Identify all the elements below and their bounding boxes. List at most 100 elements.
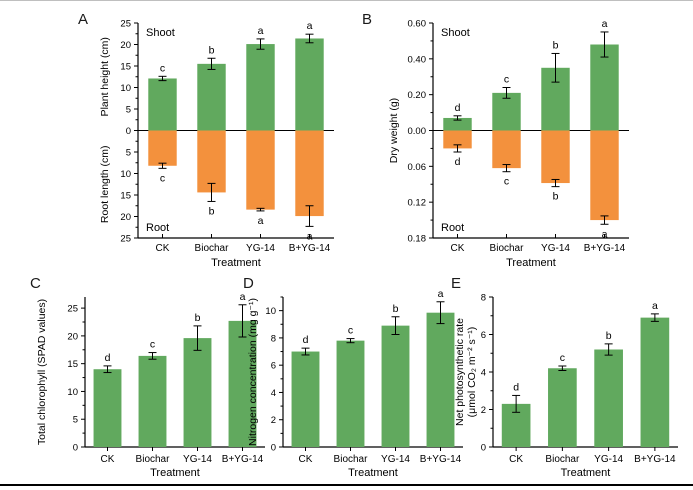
sig-letter: a xyxy=(307,230,313,242)
y-tick-label: 5 xyxy=(126,148,131,159)
bar xyxy=(426,312,455,447)
y-tick-label: 6 xyxy=(271,361,276,372)
bar-shoot xyxy=(197,63,226,131)
sig-letter: b xyxy=(209,205,215,217)
bar xyxy=(93,369,122,447)
bar-root xyxy=(541,130,570,184)
sig-letter: a xyxy=(602,228,608,240)
y-tick-label: 0.18 xyxy=(408,234,427,245)
category-label: Biochar xyxy=(545,454,580,465)
bar-shoot xyxy=(492,92,521,131)
sig-letter: a xyxy=(240,291,246,303)
x-axis-title: Treatment xyxy=(150,467,200,479)
y-tick-label: 0.00 xyxy=(408,126,427,137)
sig-letter: c xyxy=(160,62,165,74)
category-label: Biochar xyxy=(334,454,369,465)
sig-letter: b xyxy=(606,330,612,342)
y-tick-label: 20 xyxy=(120,40,131,51)
panel-d-label: D xyxy=(243,275,254,292)
y-axis-title: Total chlorophyll (SPAD values) xyxy=(36,299,48,445)
panel-b-label: B xyxy=(362,11,373,28)
y-tick-label: 20 xyxy=(120,212,131,223)
sig-letter: a xyxy=(307,20,313,32)
sig-letter: d xyxy=(105,352,111,364)
category-label: CK xyxy=(101,454,115,465)
bar-shoot xyxy=(246,44,275,131)
sig-letter: b xyxy=(393,303,399,315)
category-label: CK xyxy=(299,454,313,465)
bar xyxy=(228,320,257,447)
y-axis-title: Net photosynthetic rate xyxy=(454,318,466,426)
y-tick-label: 0.60 xyxy=(408,19,427,30)
y-tick-label: 20 xyxy=(67,331,78,342)
sig-letter: d xyxy=(513,381,519,393)
y-tick-label: 8 xyxy=(271,333,276,344)
y-tick-label: 10 xyxy=(67,387,78,398)
panel-c-label: C xyxy=(30,275,41,292)
bar xyxy=(138,355,167,447)
section-label-root: Root xyxy=(441,222,464,234)
y-tick-label: 10 xyxy=(120,169,131,180)
bar-shoot xyxy=(590,44,619,131)
y-tick-label: 0 xyxy=(481,443,486,454)
bottom-border-line xyxy=(0,484,693,486)
y-tick-label: 0.12 xyxy=(408,198,427,209)
panel-d-chart: 0 2 4 6 8 10 CK d Biochar c YG-14 b B+YG-14 a Treatmen… xyxy=(247,288,463,479)
panel-c-chart: 0 5 10 15 20 25 CK d Biochar c YG-14 b B+YG-14 a Treat… xyxy=(36,291,265,479)
y-tick-label: 4 xyxy=(271,388,276,399)
sig-letter: a xyxy=(258,215,264,227)
category-label: Biochar xyxy=(136,454,171,465)
y-tick-label: 0.06 xyxy=(408,162,427,173)
bar-shoot xyxy=(443,117,472,131)
x-axis-title: Treatment xyxy=(348,467,398,479)
sig-letter: b xyxy=(209,44,215,56)
sig-letter: a xyxy=(258,25,264,37)
sig-letter: c xyxy=(160,172,165,184)
y-axis-title: Dry weight (g) xyxy=(388,98,400,163)
sig-letter: d xyxy=(455,102,461,114)
bar xyxy=(548,368,577,447)
y-tick-label: 25 xyxy=(120,234,131,245)
y-tick-label: 2 xyxy=(271,415,276,426)
sig-letter: d xyxy=(455,156,461,168)
sig-letter: c xyxy=(504,176,509,188)
category-label: CK xyxy=(156,243,170,254)
sig-letter: b xyxy=(553,39,559,51)
category-label: YG-14 xyxy=(246,243,275,254)
y-tick-label: 0 xyxy=(271,443,276,454)
category-label: CK xyxy=(451,243,465,254)
category-label: B+YG-14 xyxy=(289,243,331,254)
y-tick-label: 2 xyxy=(481,405,486,416)
section-label-root: Root xyxy=(146,222,169,234)
y-axis-title-shoot: Plant height (cm) xyxy=(99,37,111,116)
bar xyxy=(594,349,623,447)
category-label: YG-14 xyxy=(594,454,623,465)
category-label: YG-14 xyxy=(183,454,212,465)
y-tick-label: 10 xyxy=(120,83,131,94)
panel-e-label: E xyxy=(451,275,462,292)
category-label: B+YG-14 xyxy=(584,243,626,254)
y-tick-label: 0 xyxy=(73,443,78,454)
bar-root xyxy=(197,130,226,193)
sig-letter: a xyxy=(438,288,444,300)
y-tick-label: 15 xyxy=(67,359,78,370)
category-label: Biochar xyxy=(195,243,230,254)
sig-letter: a xyxy=(652,300,658,312)
category-label: YG-14 xyxy=(381,454,410,465)
sig-letter: c xyxy=(504,74,509,86)
category-label: CK xyxy=(509,454,523,465)
y-axis-title: Nitrogen concentration (mg g⁻¹) xyxy=(247,298,259,446)
y-tick-label: 4 xyxy=(481,368,486,379)
sig-letter: d xyxy=(303,334,309,346)
y-tick-label: 0.40 xyxy=(408,54,427,65)
bar-root xyxy=(443,130,472,149)
top-border-line xyxy=(0,0,693,1)
bar-root xyxy=(246,130,275,210)
section-label-shoot: Shoot xyxy=(146,27,175,39)
bar xyxy=(336,340,365,447)
sig-letter: c xyxy=(150,339,155,351)
y-tick-label: 15 xyxy=(120,191,131,202)
bar xyxy=(183,338,212,447)
y-tick-label: 5 xyxy=(126,105,131,116)
